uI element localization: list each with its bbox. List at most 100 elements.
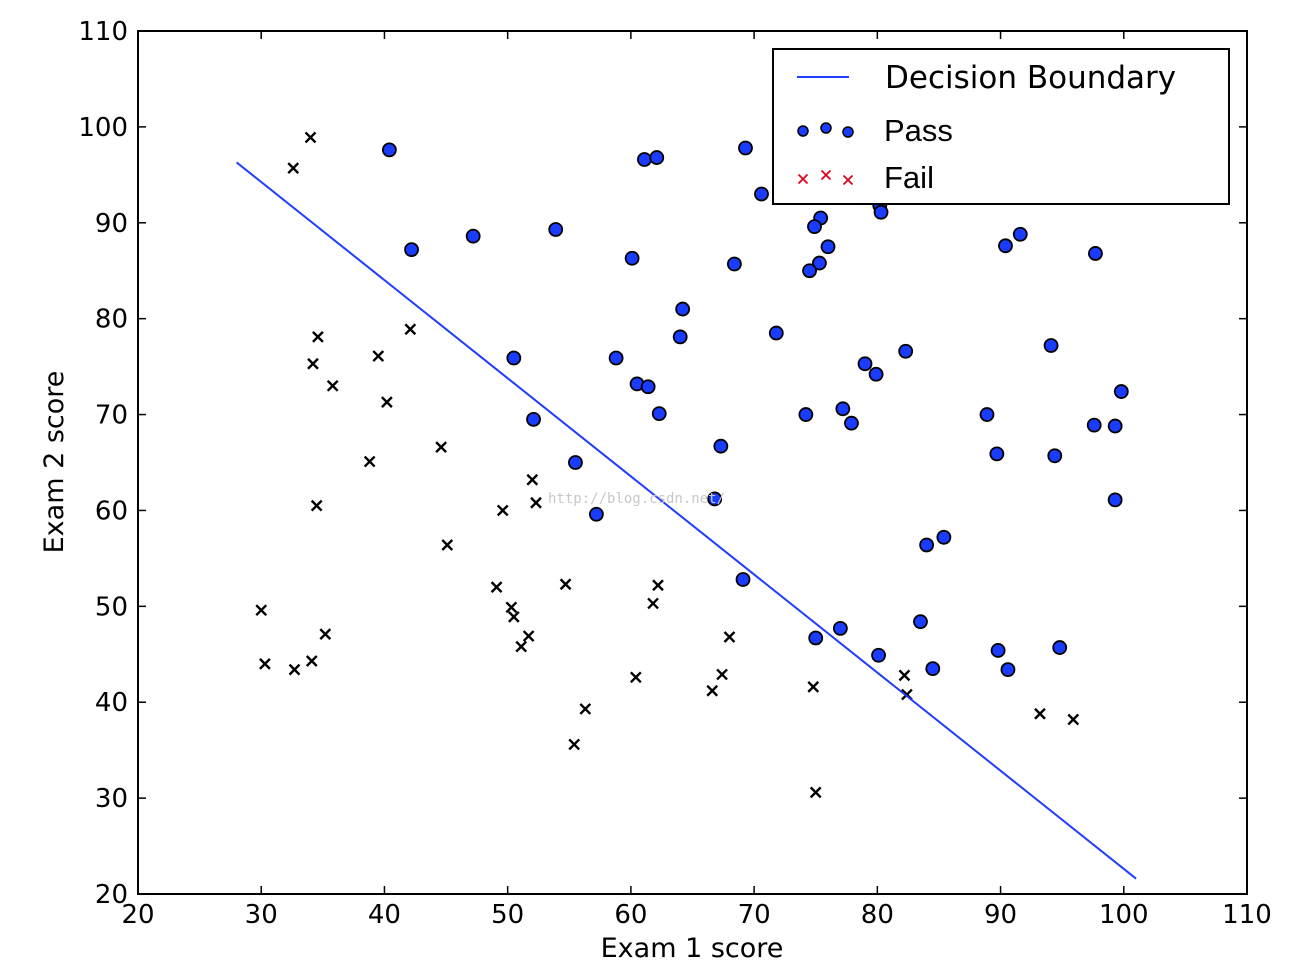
pass-point	[404, 242, 419, 258]
fail-point	[288, 663, 301, 676]
fail-point	[515, 640, 528, 653]
pass-point	[608, 350, 624, 366]
fail-point	[435, 441, 447, 454]
y-tick-label: 110	[78, 17, 128, 47]
pass-point	[925, 661, 941, 677]
pass-point	[857, 356, 873, 372]
pass-point	[832, 620, 848, 636]
fail-point	[559, 578, 572, 591]
pass-point	[802, 263, 817, 279]
data-points	[255, 131, 1129, 799]
x-tick-label: 20	[121, 900, 154, 930]
pass-point	[812, 255, 827, 271]
legend-boundary-label: Decision Boundary	[885, 60, 1176, 96]
x-tick-label: 50	[491, 900, 524, 930]
y-tick-label: 60	[95, 496, 128, 526]
pass-point	[526, 411, 541, 427]
pass-point	[713, 438, 729, 454]
pass-point	[998, 238, 1013, 254]
pass-point	[707, 491, 723, 507]
pass-point	[1107, 418, 1123, 434]
fail-point	[1067, 713, 1080, 726]
pass-point	[465, 228, 481, 244]
fail-point	[568, 738, 581, 751]
x-tick-label: 110	[1222, 900, 1272, 930]
fail-point	[507, 611, 520, 623]
y-tick-label: 70	[95, 401, 128, 431]
legend-pass-dot	[842, 126, 854, 138]
legend-pass-dot	[820, 122, 832, 134]
pass-point	[675, 301, 691, 317]
pass-point	[871, 647, 886, 663]
legend-pass-swatch	[797, 122, 854, 138]
pass-point	[820, 239, 836, 255]
fail-point	[496, 504, 509, 517]
pass-point	[738, 140, 753, 156]
fail-point	[579, 703, 592, 715]
decision-boundary-line	[235, 161, 1137, 880]
x-tick-label: 90	[984, 900, 1017, 930]
fail-point	[807, 681, 820, 693]
pass-point	[1043, 338, 1059, 353]
pass-point	[1047, 448, 1063, 464]
pass-point	[1113, 384, 1129, 399]
fail-point	[307, 357, 319, 370]
pass-point	[506, 350, 522, 366]
y-tick-label: 50	[95, 592, 128, 622]
legend: Decision Boundary Pass Fail	[772, 48, 1230, 205]
legend-pass-label: Pass	[884, 113, 953, 148]
legend-fail-x	[842, 174, 854, 186]
fail-point	[305, 655, 318, 667]
watermark: http://blog.csdn.net/	[548, 491, 725, 507]
pass-point	[1000, 662, 1016, 678]
legend-pass-dot	[797, 125, 809, 137]
fail-point	[522, 630, 535, 642]
fail-point	[326, 379, 339, 392]
axis-ticks	[137, 30, 1248, 895]
fail-point	[505, 601, 518, 614]
x-axis-label: Exam 1 score	[601, 933, 784, 964]
legend-fail-x	[820, 169, 832, 181]
pass-point	[1052, 640, 1068, 655]
axis-tick-labels: 20 30 40 50 60 70 80 90 100 110 20 30 40 50 60 70 80 90 10…	[78, 17, 1271, 930]
pass-point	[808, 630, 824, 646]
pass-point	[381, 142, 397, 158]
pass-point	[624, 250, 640, 266]
legend-fail-label: Fail	[884, 160, 934, 195]
y-tick-label: 80	[95, 305, 128, 335]
pass-point	[1012, 226, 1028, 242]
fail-point	[404, 323, 417, 336]
x-tick-label: 60	[614, 900, 647, 930]
fail-point	[310, 499, 323, 512]
pass-point	[637, 152, 652, 167]
pass-point	[979, 407, 995, 422]
fail-point	[381, 396, 393, 408]
y-tick-label: 100	[78, 113, 128, 143]
x-tick-label: 30	[245, 900, 278, 930]
fail-point	[652, 579, 664, 592]
pass-point	[548, 222, 564, 237]
pass-point	[835, 401, 851, 417]
pass-point	[568, 455, 583, 470]
x-tick-label: 80	[861, 900, 894, 930]
pass-point	[754, 186, 769, 202]
pass-point	[672, 329, 688, 345]
x-tick-label: 40	[368, 900, 401, 930]
y-tick-label: 20	[95, 880, 128, 910]
pass-point	[844, 415, 859, 431]
fail-point	[490, 581, 503, 594]
pass-point	[651, 406, 667, 421]
pass-point	[1107, 492, 1123, 508]
pass-point	[735, 572, 751, 587]
pass-point	[919, 537, 935, 553]
pass-point	[768, 325, 784, 341]
legend-fail-swatch	[797, 169, 854, 186]
legend-fail-x	[797, 173, 809, 185]
pass-point	[798, 407, 814, 422]
fail-point	[304, 131, 317, 144]
y-axis-label: Exam 2 score	[39, 371, 70, 554]
y-tick-label: 30	[95, 784, 128, 814]
fail-point	[647, 597, 659, 610]
plot-frame	[137, 30, 1248, 895]
fail-point	[363, 455, 376, 468]
